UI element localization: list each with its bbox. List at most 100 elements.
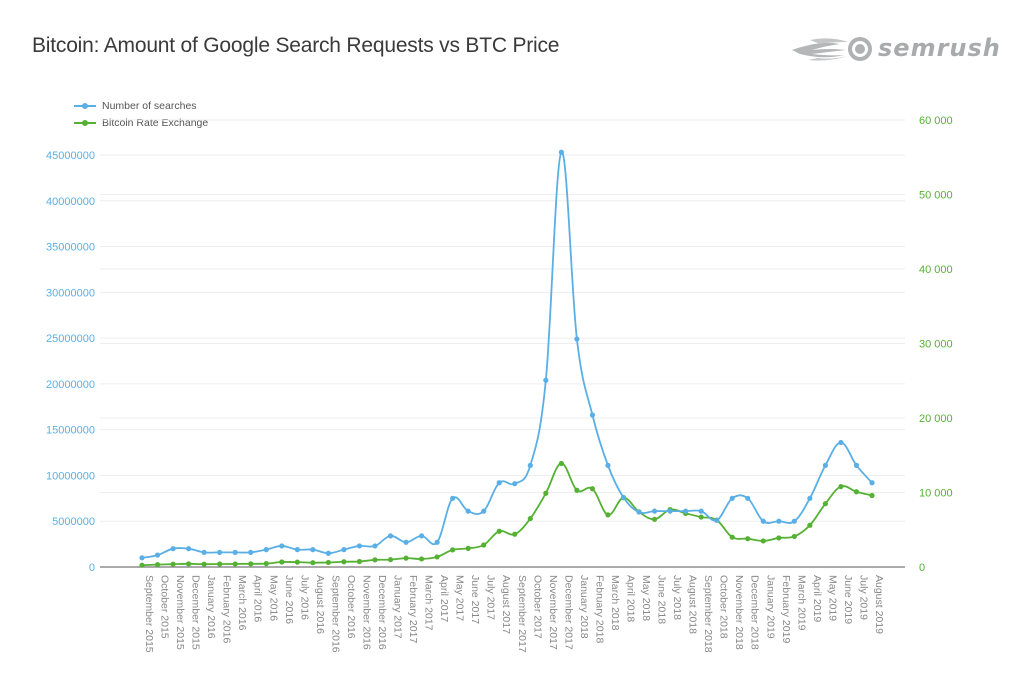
point-btc[interactable]	[481, 542, 487, 548]
point-searches[interactable]	[418, 533, 425, 539]
point-searches[interactable]	[248, 549, 254, 555]
point-btc[interactable]	[263, 561, 269, 567]
point-btc[interactable]	[217, 561, 223, 567]
point-searches[interactable]	[667, 508, 673, 514]
point-btc[interactable]	[434, 554, 440, 560]
point-searches[interactable]	[807, 495, 813, 501]
point-btc[interactable]	[170, 561, 176, 567]
point-searches[interactable]	[387, 533, 394, 539]
point-btc[interactable]	[651, 516, 658, 522]
point-btc[interactable]	[527, 515, 533, 522]
point-btc[interactable]	[760, 538, 766, 544]
point-btc[interactable]	[496, 528, 502, 534]
point-searches[interactable]	[543, 377, 549, 383]
point-searches[interactable]	[201, 549, 207, 555]
point-searches[interactable]	[822, 462, 829, 468]
point-btc[interactable]	[869, 492, 875, 499]
point-searches[interactable]	[372, 543, 378, 549]
point-searches[interactable]	[154, 552, 161, 558]
point-btc[interactable]	[729, 534, 735, 540]
point-searches[interactable]	[636, 509, 642, 515]
point-btc[interactable]	[838, 483, 844, 490]
point-searches[interactable]	[698, 508, 704, 514]
point-searches[interactable]	[403, 539, 409, 545]
x-axis-tick-label: February 2019	[780, 575, 792, 643]
left-axis-ticks: 0 5000000 10000000 15000000 20000000 25000000…	[46, 150, 95, 574]
point-searches[interactable]	[232, 549, 238, 555]
point-searches[interactable]	[263, 547, 269, 553]
point-searches[interactable]	[310, 547, 316, 553]
point-searches[interactable]	[605, 462, 611, 468]
point-searches[interactable]	[760, 518, 766, 524]
point-btc[interactable]	[418, 556, 425, 562]
point-btc[interactable]	[543, 490, 549, 496]
point-searches[interactable]	[341, 547, 347, 553]
left-axis-tick-label: 0	[89, 562, 95, 574]
point-btc[interactable]	[310, 560, 316, 566]
point-btc[interactable]	[558, 460, 564, 467]
point-searches[interactable]	[279, 543, 285, 549]
point-searches[interactable]	[325, 550, 331, 556]
point-searches[interactable]	[574, 336, 580, 342]
point-searches[interactable]	[558, 149, 564, 155]
point-btc[interactable]	[512, 531, 518, 537]
point-btc[interactable]	[698, 514, 704, 520]
point-searches[interactable]	[651, 508, 658, 514]
point-btc[interactable]	[791, 533, 797, 540]
point-btc[interactable]	[387, 557, 394, 563]
point-searches[interactable]	[683, 508, 689, 514]
point-searches[interactable]	[481, 508, 487, 514]
point-btc[interactable]	[232, 561, 238, 567]
point-searches[interactable]	[496, 480, 502, 486]
point-btc[interactable]	[853, 489, 860, 495]
point-searches[interactable]	[139, 555, 145, 561]
point-btc[interactable]	[372, 557, 378, 563]
point-searches[interactable]	[465, 508, 471, 514]
point-searches[interactable]	[434, 539, 440, 545]
point-btc[interactable]	[185, 561, 192, 567]
point-btc[interactable]	[605, 512, 611, 518]
point-searches[interactable]	[838, 439, 844, 446]
point-searches[interactable]	[620, 494, 627, 501]
point-searches[interactable]	[589, 412, 596, 418]
legend-item-searches[interactable]: Number of searches	[74, 97, 208, 114]
point-searches[interactable]	[356, 543, 363, 549]
point-btc[interactable]	[154, 562, 161, 568]
point-btc[interactable]	[807, 522, 813, 528]
point-searches[interactable]	[745, 495, 751, 501]
x-axis-tick-label: October 2018	[718, 575, 730, 639]
point-searches[interactable]	[512, 481, 518, 487]
point-btc[interactable]	[201, 561, 207, 567]
point-btc[interactable]	[776, 535, 782, 541]
point-btc[interactable]	[589, 486, 596, 492]
point-searches[interactable]	[217, 549, 223, 555]
point-searches[interactable]	[853, 462, 860, 468]
x-axis-tick-label: July 2018	[671, 575, 683, 620]
point-btc[interactable]	[356, 558, 363, 565]
point-searches[interactable]	[294, 547, 300, 553]
point-searches[interactable]	[791, 518, 797, 524]
point-searches[interactable]	[185, 546, 192, 552]
point-searches[interactable]	[170, 546, 176, 552]
point-searches[interactable]	[527, 462, 533, 468]
point-searches[interactable]	[450, 495, 456, 501]
point-btc[interactable]	[325, 559, 331, 566]
x-axis-tick-label: April 2019	[811, 575, 823, 622]
point-searches[interactable]	[729, 495, 735, 501]
point-btc[interactable]	[574, 487, 580, 493]
point-searches[interactable]	[869, 480, 875, 486]
point-btc[interactable]	[341, 559, 347, 565]
point-btc[interactable]	[745, 536, 751, 542]
point-btc[interactable]	[139, 562, 145, 568]
point-btc[interactable]	[403, 555, 409, 561]
point-btc[interactable]	[450, 547, 456, 553]
point-btc[interactable]	[465, 545, 471, 551]
point-btc[interactable]	[822, 501, 829, 507]
point-btc[interactable]	[279, 559, 285, 565]
point-btc[interactable]	[294, 559, 300, 565]
point-searches[interactable]	[776, 518, 782, 524]
point-btc[interactable]	[248, 561, 254, 567]
x-axis-tick-label: September 2018	[702, 575, 714, 653]
x-axis-tick-label: December 2018	[749, 575, 761, 650]
point-searches[interactable]	[714, 517, 720, 523]
